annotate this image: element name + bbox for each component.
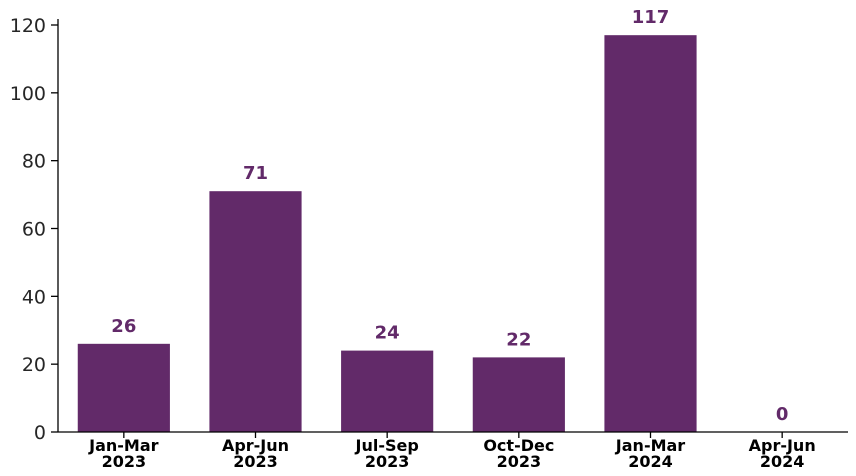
x-axis: Jan-Mar 2023 Apr-Jun 2023 Jul-Sep 2023 Oct-Dec…: [58, 431, 848, 471]
bar: [604, 35, 697, 433]
x-tick-label: Jul-Sep 2023: [355, 436, 419, 471]
x-tick-label: Jan-Mar 2024: [615, 436, 686, 471]
data-label: 0: [776, 404, 789, 425]
y-tick-label: 80: [22, 151, 46, 173]
bar: [77, 343, 170, 432]
data-labels: 26 71 24 22 117 0: [111, 7, 788, 425]
y-tick-label: 100: [10, 83, 46, 105]
y-axis: 0 20 40 60 80 100 120: [10, 15, 59, 444]
x-tick-label: Apr-Jun 2023: [222, 436, 289, 471]
data-label: 117: [632, 7, 670, 28]
bar: [209, 191, 302, 432]
data-label: 71: [243, 163, 268, 184]
bars: [77, 35, 697, 433]
y-tick-label: 120: [10, 15, 46, 37]
data-label: 22: [506, 329, 531, 350]
x-tick-label: Oct-Dec 2023: [483, 436, 554, 471]
y-tick-label: 0: [34, 422, 46, 444]
bar: [472, 357, 565, 432]
data-label: 26: [111, 316, 136, 337]
x-tick-label: Apr-Jun 2024: [749, 436, 816, 471]
x-tick-label: Jan-Mar 2023: [88, 436, 159, 471]
data-label: 24: [375, 323, 400, 344]
y-tick-label: 60: [22, 219, 46, 241]
y-tick-label: 40: [22, 286, 46, 308]
bar: [341, 350, 434, 432]
y-tick-label: 20: [22, 354, 46, 376]
